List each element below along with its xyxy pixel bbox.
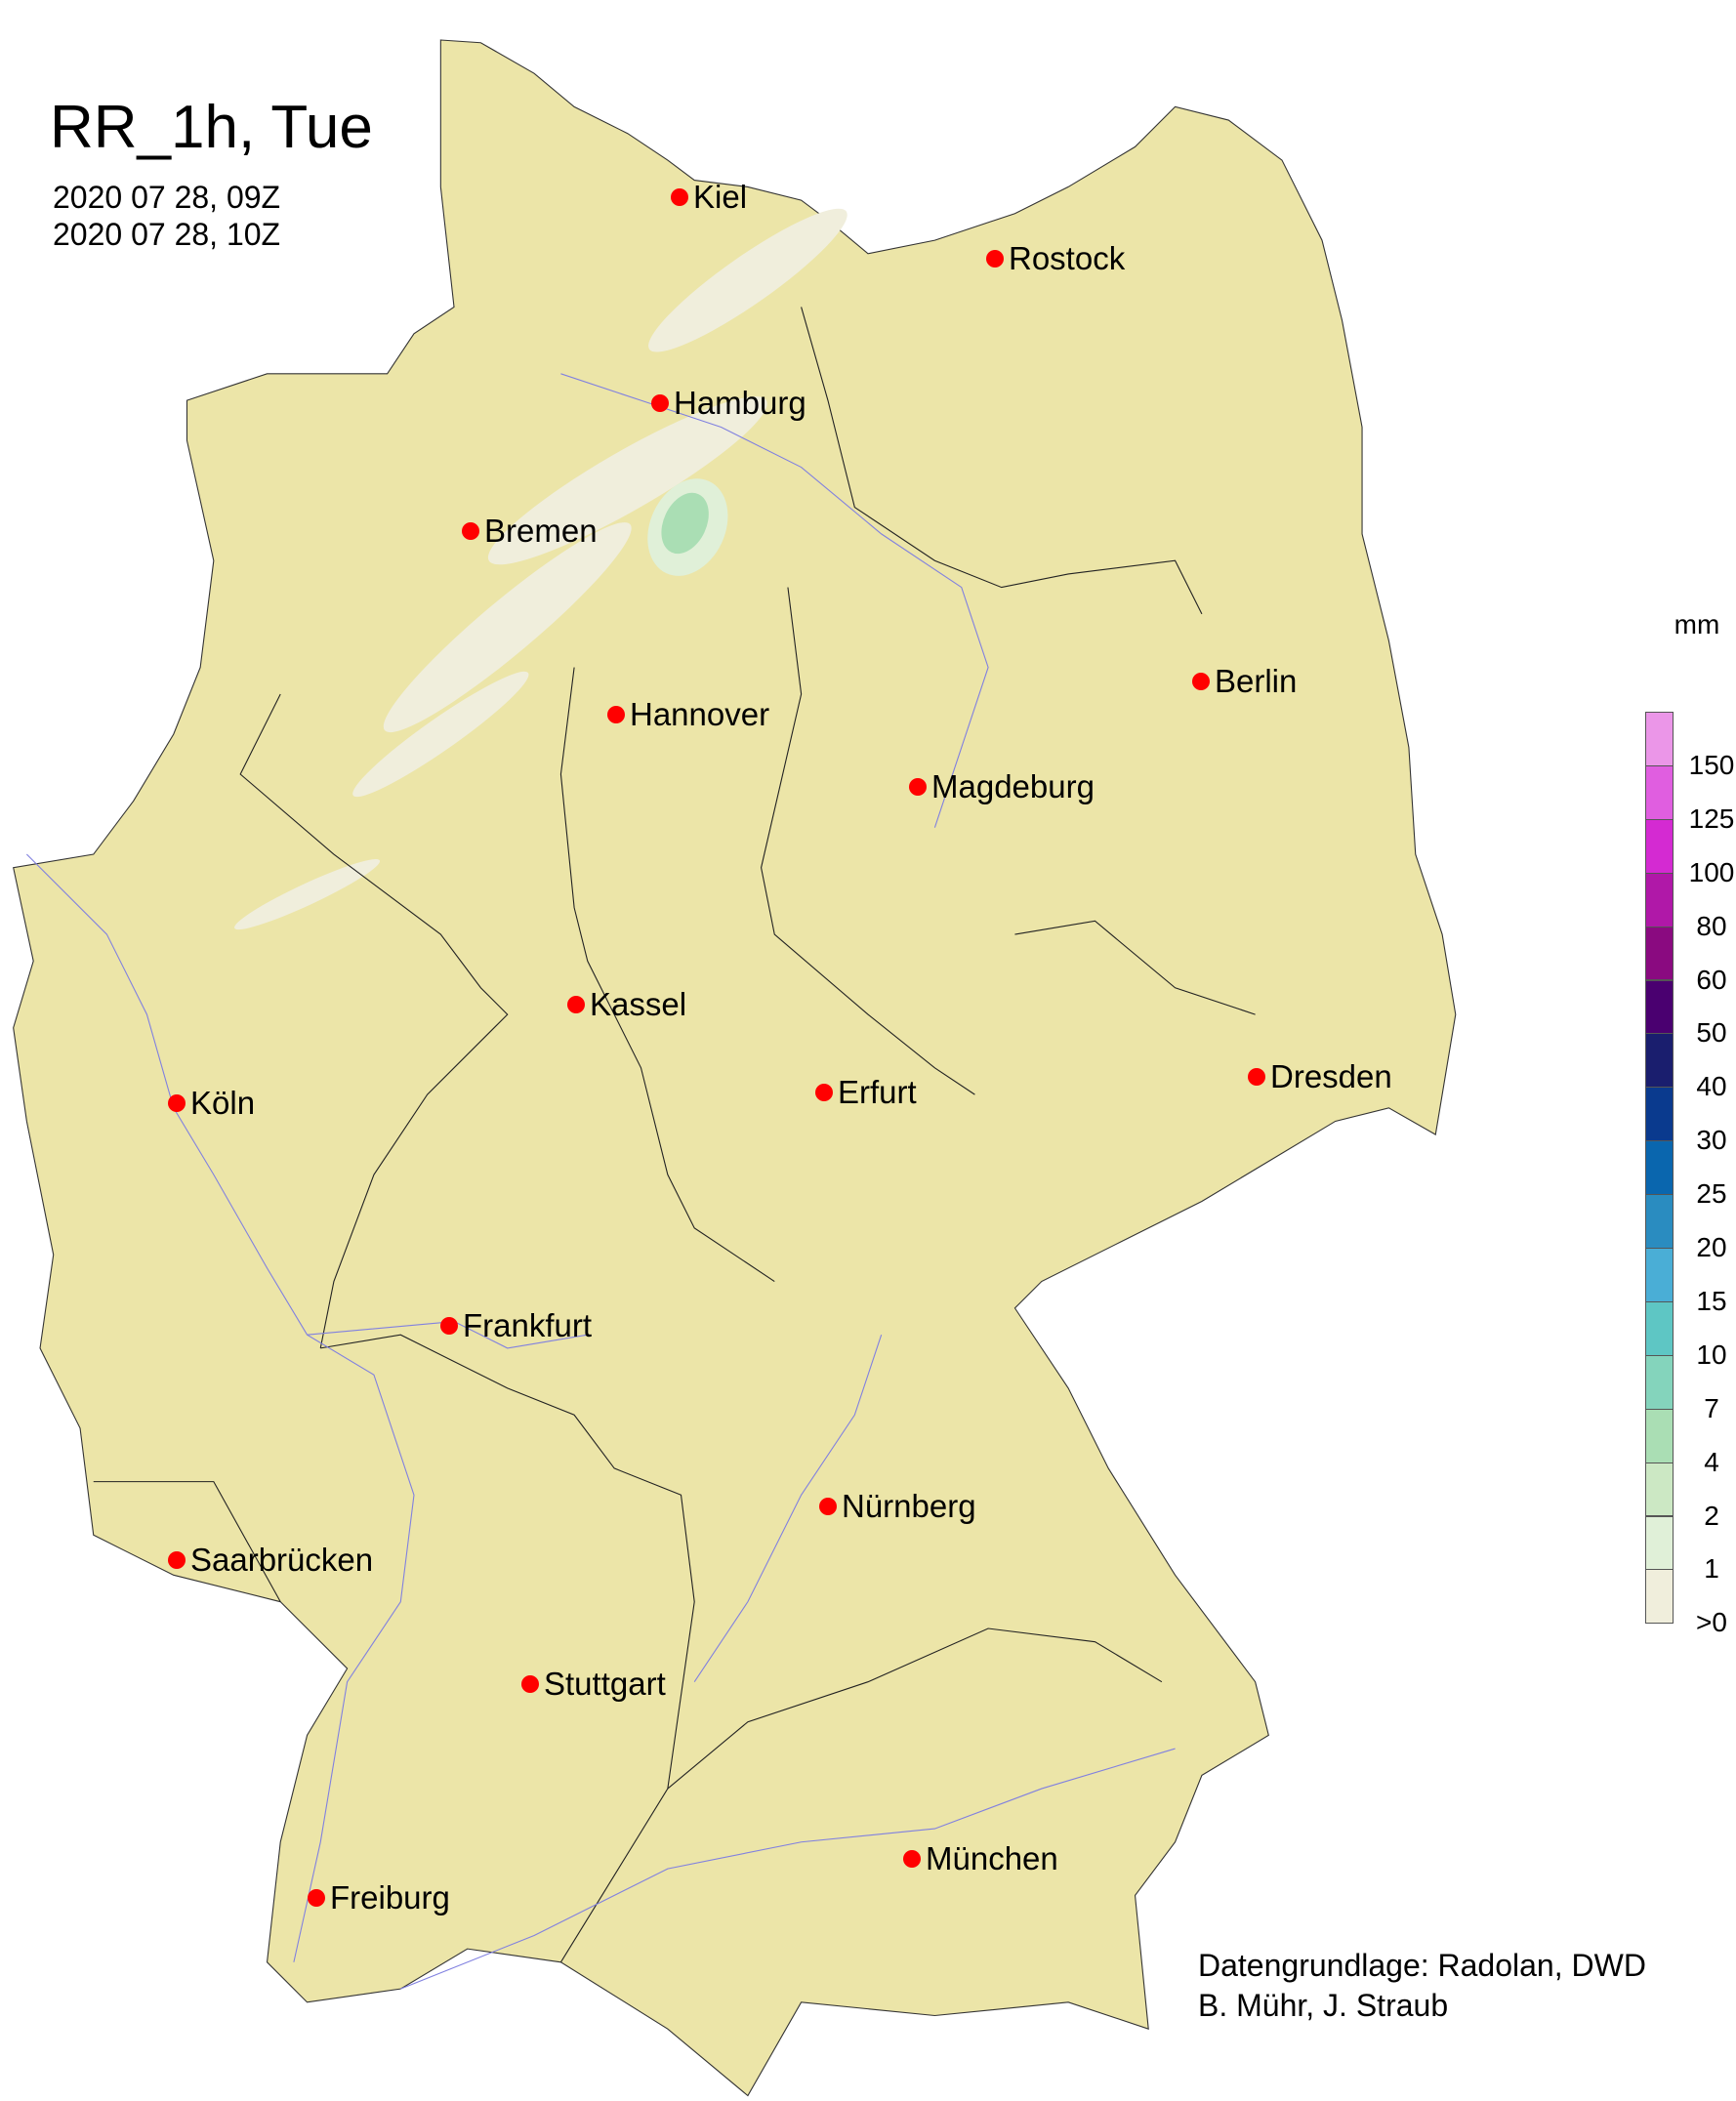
city-label: Magdeburg [931,768,1095,804]
legend-swatch [1645,1140,1674,1196]
city-label: Nürnberg [842,1488,976,1524]
legend-label: 125 [1688,803,1735,834]
city-marker-icon [909,778,927,796]
legend-swatch [1645,1515,1674,1571]
legend-unit: mm [1674,609,1720,639]
legend-label: 25 [1696,1178,1727,1210]
legend-swatch [1645,1248,1674,1302]
city-label: Dresden [1270,1058,1392,1094]
legend-label: 40 [1696,1071,1727,1102]
legend-swatch [1645,979,1674,1035]
city-label: Erfurt [838,1074,917,1110]
legend-label: 80 [1696,910,1727,941]
legend-swatch [1645,1408,1674,1463]
city-label: Rostock [1009,240,1126,276]
city-label: Kassel [590,986,687,1022]
legend-label: 7 [1704,1392,1719,1423]
valid-time-start: 2020 07 28, 09Z [53,180,281,215]
rivers [25,373,1176,1990]
legend-swatch [1645,1569,1674,1625]
legend-swatch [1645,1354,1674,1410]
legend-label: >0 [1696,1607,1727,1638]
city-marker-icon [521,1675,539,1693]
credit-authors: B. Mühr, J. Straub [1198,1988,1449,2023]
legend-label: 60 [1696,964,1727,995]
legend-label: 50 [1696,1017,1727,1049]
legend-swatch [1645,1033,1674,1089]
city-label: Frankfurt [463,1307,593,1343]
state-borders [93,307,1256,1963]
city-label: Köln [190,1085,256,1121]
city-marker-icon [819,1498,837,1515]
valid-time-end: 2020 07 28, 10Z [53,217,281,252]
legend-swatch [1645,1087,1674,1142]
city-label: Berlin [1215,663,1298,699]
city-label: Freiburg [330,1879,450,1916]
map-title: RR_1h, Tue [50,94,373,161]
city-label: Bremen [484,513,598,549]
city-marker-icon [815,1084,833,1101]
city-marker-icon [671,188,688,206]
city-marker-icon [440,1317,458,1335]
city-marker-icon [986,250,1004,268]
city-label: München [926,1840,1058,1876]
legend-label: 1 [1704,1553,1719,1585]
legend-swatch [1645,1194,1674,1249]
legend-label: 20 [1696,1232,1727,1262]
germany-land [13,39,1457,2097]
city-marker-icon [651,394,669,412]
city-marker-icon [462,522,479,540]
credit-data-source: Datengrundlage: Radolan, DWD [1198,1948,1646,1983]
legend-label: 150 [1688,749,1735,780]
legend-swatch [1645,1462,1674,1517]
legend-label: 15 [1696,1285,1727,1316]
legend-swatch [1645,764,1674,820]
legend-label: 30 [1696,1125,1727,1156]
city-label: Hannover [630,696,770,732]
legend-swatch [1645,712,1674,766]
legend-label: 100 [1688,856,1735,887]
city-marker-icon [1192,673,1210,690]
city-marker-icon [168,1551,186,1569]
legend-swatch [1645,872,1674,927]
city-marker-icon [168,1094,186,1112]
city-marker-icon [1248,1068,1265,1086]
city-marker-icon [308,1889,325,1907]
legend-swatch [1645,926,1674,981]
city-marker-icon [607,706,625,723]
legend-label: 10 [1696,1339,1727,1370]
legend-label: 4 [1704,1446,1719,1477]
city-label: Saarbrücken [190,1542,374,1578]
legend-swatch [1645,1300,1674,1356]
city-marker-icon [567,996,585,1013]
legend-label: 2 [1704,1500,1719,1531]
city-label: Hamburg [674,385,806,421]
legend-swatch [1645,818,1674,874]
city-marker-icon [903,1850,921,1868]
city-label: Stuttgart [544,1666,666,1702]
city-label: Kiel [693,179,748,215]
precipitation-field [234,208,847,930]
